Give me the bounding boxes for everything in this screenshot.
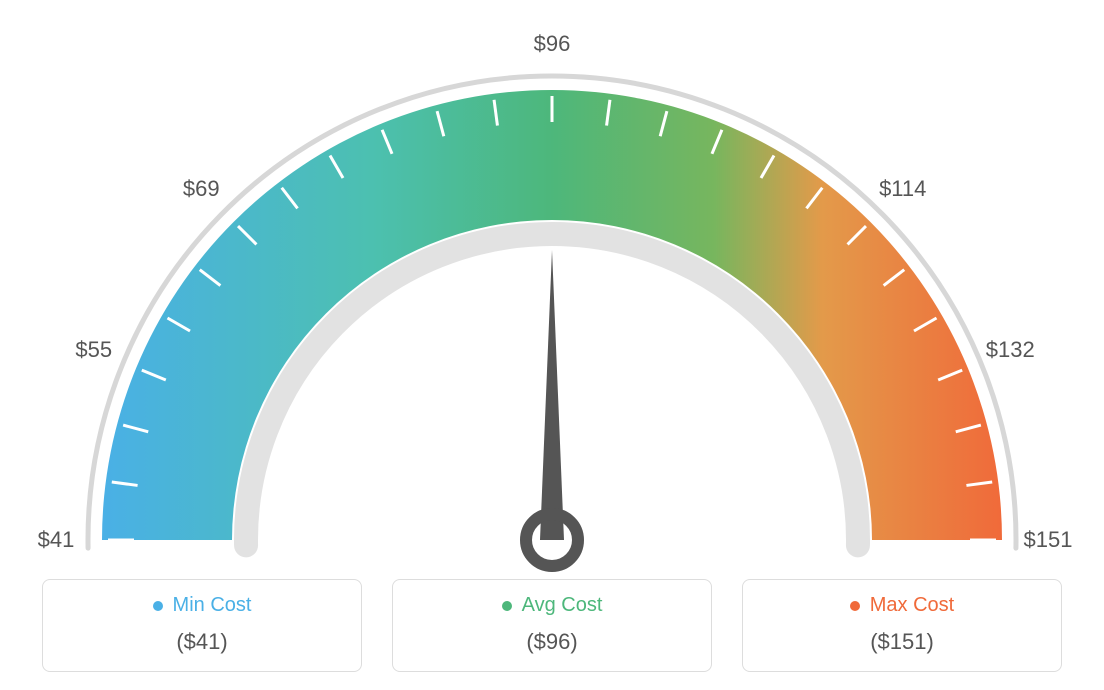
- dot-icon: [153, 601, 163, 611]
- dot-icon: [850, 601, 860, 611]
- dot-icon: [502, 601, 512, 611]
- legend-row: Min Cost ($41) Avg Cost ($96) Max Cost (…: [42, 579, 1062, 672]
- legend-min-value: ($41): [43, 629, 361, 655]
- gauge-chart: $41$55$69$96$114$132$151: [52, 20, 1052, 580]
- gauge-svg: [52, 20, 1052, 580]
- legend-avg: Avg Cost ($96): [392, 579, 712, 672]
- gauge-tick-label: $151: [1024, 527, 1073, 553]
- gauge-tick-label: $132: [986, 337, 1035, 363]
- gauge-tick-label: $96: [534, 31, 571, 57]
- gauge-tick-label: $69: [183, 176, 220, 202]
- legend-max-label: Max Cost: [870, 594, 954, 617]
- legend-avg-label: Avg Cost: [522, 594, 603, 617]
- gauge-tick-label: $41: [38, 527, 75, 553]
- legend-max: Max Cost ($151): [742, 579, 1062, 672]
- legend-avg-value: ($96): [393, 629, 711, 655]
- gauge-tick-label: $114: [879, 176, 926, 202]
- legend-min: Min Cost ($41): [42, 579, 362, 672]
- legend-max-value: ($151): [743, 629, 1061, 655]
- legend-min-label: Min Cost: [173, 594, 252, 617]
- gauge-tick-label: $55: [75, 337, 112, 363]
